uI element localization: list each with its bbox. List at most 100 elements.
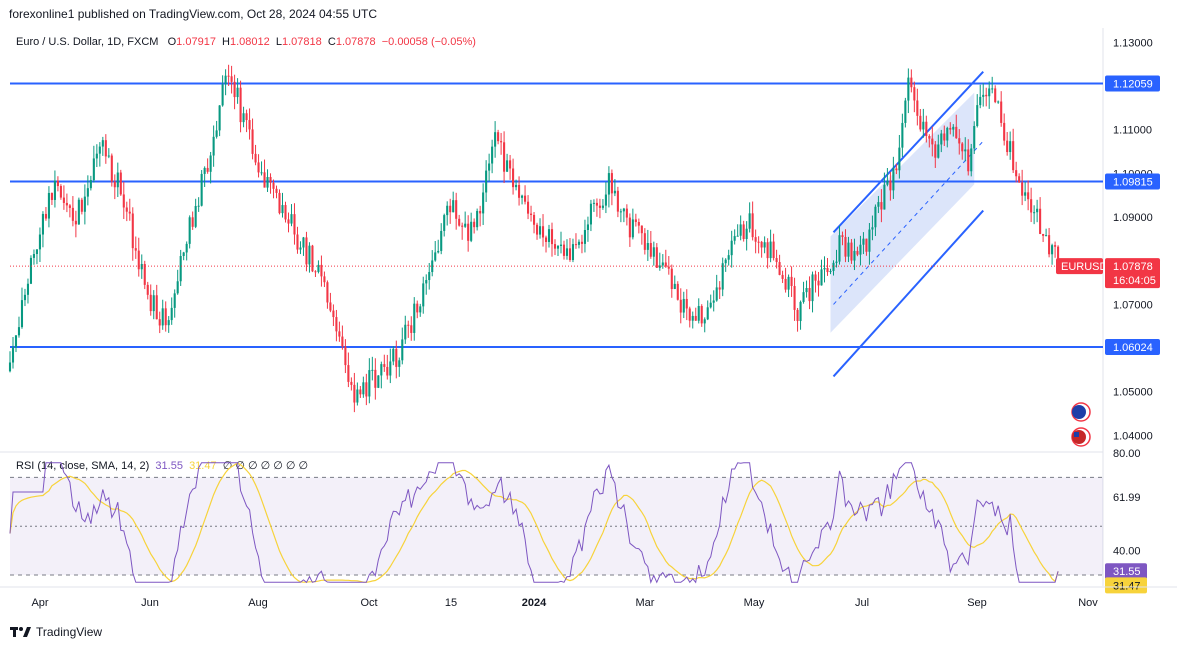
candle bbox=[673, 275, 676, 290]
candle bbox=[203, 166, 206, 188]
candle-body bbox=[964, 149, 967, 152]
candle-body bbox=[158, 319, 161, 326]
candle bbox=[544, 235, 548, 253]
candle bbox=[395, 340, 398, 379]
candle bbox=[173, 289, 176, 318]
candle bbox=[437, 239, 440, 254]
candle-body bbox=[607, 173, 610, 195]
candle bbox=[1012, 128, 1015, 173]
candle bbox=[946, 126, 949, 148]
candle bbox=[332, 304, 335, 327]
candle-body bbox=[407, 324, 410, 326]
candle-body bbox=[335, 317, 338, 332]
candle-body bbox=[571, 244, 575, 261]
candle-body bbox=[739, 224, 742, 236]
candle bbox=[766, 238, 769, 269]
candle bbox=[685, 289, 688, 321]
candle-body bbox=[892, 168, 895, 191]
candle bbox=[790, 266, 793, 297]
candle bbox=[949, 122, 952, 135]
candle bbox=[503, 131, 506, 184]
candle bbox=[119, 169, 122, 196]
candle bbox=[550, 222, 554, 257]
candle-body bbox=[440, 230, 443, 251]
candle-body bbox=[68, 205, 71, 208]
candle-body bbox=[784, 278, 787, 290]
candle-body bbox=[410, 325, 413, 333]
candle bbox=[538, 218, 542, 239]
level-price-label: 1.09815 bbox=[1113, 176, 1153, 188]
candle-body bbox=[1018, 176, 1021, 183]
candle-body bbox=[356, 389, 359, 403]
candle-body bbox=[928, 136, 931, 139]
candle bbox=[101, 136, 104, 156]
candle bbox=[649, 230, 652, 259]
candle-body bbox=[688, 308, 691, 321]
candle bbox=[973, 121, 976, 154]
candle-body bbox=[724, 259, 727, 264]
candle bbox=[26, 278, 30, 304]
candle-body bbox=[35, 249, 38, 255]
candle-body bbox=[290, 214, 293, 224]
candle-body bbox=[413, 303, 416, 333]
candle-body bbox=[625, 208, 628, 218]
candle-body bbox=[922, 121, 925, 130]
candle-body bbox=[952, 126, 955, 130]
candle-body bbox=[95, 153, 98, 159]
candle bbox=[601, 199, 604, 210]
level-price-label: 1.12059 bbox=[1113, 78, 1153, 90]
candle bbox=[577, 239, 581, 249]
price-tick-label: 1.13000 bbox=[1113, 37, 1153, 49]
candle bbox=[733, 229, 736, 245]
candle bbox=[425, 274, 428, 295]
candle-body bbox=[910, 77, 913, 88]
candle-body bbox=[673, 283, 676, 289]
candle-body bbox=[976, 105, 979, 126]
candle bbox=[212, 125, 215, 167]
candle bbox=[580, 234, 584, 254]
candle-body bbox=[916, 100, 919, 116]
candle-body bbox=[970, 148, 973, 172]
candle-body bbox=[299, 247, 302, 250]
candle bbox=[401, 327, 404, 365]
candle-body bbox=[344, 346, 347, 366]
candle-body bbox=[529, 213, 533, 215]
candle-body bbox=[41, 213, 44, 235]
candle-body bbox=[395, 348, 398, 367]
candle bbox=[991, 76, 994, 94]
candle bbox=[308, 242, 311, 273]
candle bbox=[278, 189, 281, 215]
candle-body bbox=[655, 247, 658, 268]
candle bbox=[170, 297, 173, 325]
candle bbox=[221, 75, 224, 107]
candle-body bbox=[500, 141, 503, 143]
candle-body bbox=[982, 94, 985, 97]
candle-body bbox=[736, 235, 739, 237]
tradingview-logo: TradingView bbox=[10, 625, 102, 639]
candle bbox=[284, 201, 287, 223]
level-price-tag bbox=[1105, 75, 1160, 92]
candle bbox=[155, 284, 158, 320]
candle-body bbox=[350, 381, 353, 385]
candle-body bbox=[29, 257, 33, 284]
candle bbox=[344, 339, 347, 374]
candle-body bbox=[446, 205, 449, 216]
candle-body bbox=[20, 300, 24, 328]
rsi-sma-tag bbox=[1105, 577, 1147, 594]
candle-body bbox=[431, 260, 434, 273]
candle-body bbox=[1036, 208, 1039, 213]
candle-body bbox=[565, 248, 569, 256]
symbol-legend: Euro / U.S. Dollar, 1D, FXCM O1.07917 H1… bbox=[16, 36, 476, 48]
candle-body bbox=[170, 307, 173, 321]
eur-flag-icon bbox=[1072, 405, 1086, 419]
candle-body bbox=[92, 158, 95, 181]
candle bbox=[128, 198, 131, 221]
candle-body bbox=[161, 308, 164, 326]
candle-body bbox=[347, 365, 350, 382]
candle bbox=[50, 192, 53, 206]
candle-body bbox=[562, 244, 566, 256]
candle bbox=[958, 129, 961, 155]
candle bbox=[769, 229, 772, 263]
candle bbox=[71, 196, 74, 227]
